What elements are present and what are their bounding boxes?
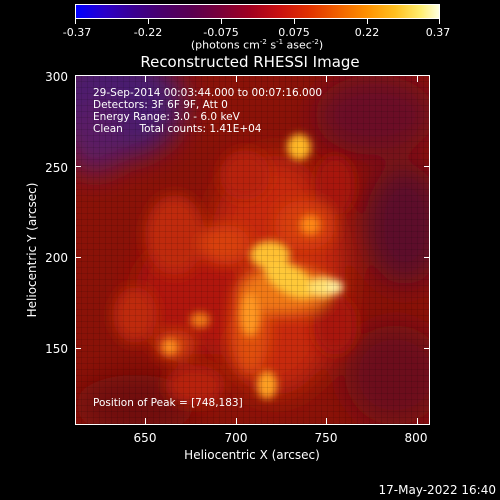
colorbar-tick [294,19,295,24]
x-tick-label: 800 [404,431,428,445]
annotation-detectors: Detectors: 3F 6F 9F, Att 0 [93,99,228,111]
y-tick-label: 150 [45,342,68,356]
colorbar-tick-label: -0.075 [203,26,239,39]
y-tick [424,348,430,349]
y-tick-label: 200 [45,251,68,265]
y-tick [424,166,430,167]
x-tick [417,75,418,82]
colorbar-tick [439,19,440,24]
colorbar-tick-label: 0.075 [278,26,310,39]
colorbar-tick [148,19,149,24]
annotation-peak-position: Position of Peak = [748,183] [93,397,243,409]
colorbar-tick-label: -0.22 [133,26,163,39]
annotation-time-range: 29-Sep-2014 00:03:44.000 to 00:07:16.000 [93,87,323,99]
colorbar-tick [221,19,222,24]
x-tick [326,418,327,425]
generation-timestamp: 17-May-2022 16:40 [378,483,496,497]
x-tick-label: 750 [314,431,338,445]
x-tick [417,418,418,425]
x-tick [145,75,146,82]
annotation-counts: Clean Total counts: 1.41E+04 [93,123,262,135]
colorbar-tick-label: 0.22 [354,26,380,39]
colorbar-tick [75,19,76,24]
y-tick-label: 300 [45,70,68,84]
image-title: Reconstructed RHESSI Image [140,53,360,71]
x-tick [145,418,146,425]
x-tick-label: 700 [224,431,248,445]
y-tick [424,257,430,258]
x-tick [236,418,237,425]
x-tick-label: 650 [133,431,157,445]
x-tick [236,75,237,82]
colorbar [75,4,440,19]
y-tick [75,257,81,258]
y-axis-label: Heliocentric Y (arcsec) [25,182,39,318]
colorbar-tick [367,19,368,24]
y-tick [75,166,81,167]
x-axis-label: Heliocentric X (arcsec) [184,448,320,462]
annotation-energy-range: Energy Range: 3.0 - 6.0 keV [93,111,240,123]
rhessi-image [75,75,430,425]
y-tick [75,348,81,349]
colorbar-units: (photons cm-2 s-1 asec-2) [190,38,324,52]
y-tick [75,75,81,76]
y-tick [424,75,430,76]
y-tick-label: 250 [45,161,68,175]
colorbar-tick-label: 0.37 [425,26,451,39]
x-tick [326,75,327,82]
colorbar-tick-label: -0.37 [62,26,92,39]
